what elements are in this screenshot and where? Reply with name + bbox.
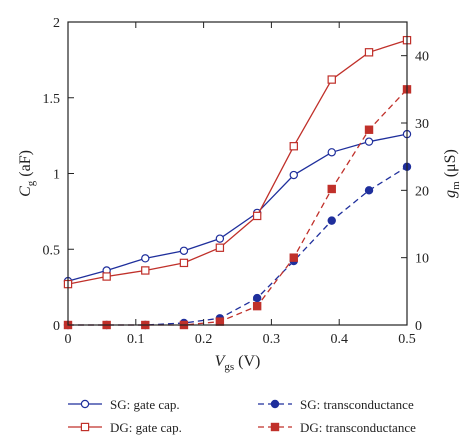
x-tick-label: 0.2 <box>195 332 213 347</box>
data-point <box>327 184 336 194</box>
data-point <box>364 137 374 146</box>
legend-label: DG: gate cap. <box>110 420 182 435</box>
data-point <box>327 75 336 84</box>
x-tick-label: 0.4 <box>330 332 348 347</box>
series-2 <box>63 162 412 330</box>
data-point <box>289 142 298 151</box>
plot-area <box>63 35 412 330</box>
series-line <box>68 88 408 326</box>
y-left-tick-label: 0.5 <box>43 243 61 258</box>
legend-item: DG: gate cap. <box>68 420 182 435</box>
data-point <box>364 48 374 57</box>
data-point <box>179 258 189 268</box>
y-left-tick-label: 1 <box>53 168 60 183</box>
data-point <box>327 216 336 225</box>
data-point <box>215 243 225 252</box>
data-point <box>141 254 150 263</box>
series-line <box>67 133 408 282</box>
y-left-tick-label: 1.5 <box>43 92 61 107</box>
series-3 <box>63 85 412 330</box>
data-point <box>141 266 150 275</box>
x-axis-title: Vgs (V) <box>215 353 261 373</box>
y-right-tick-label: 10 <box>415 252 429 267</box>
data-point <box>364 125 374 134</box>
legend-item: SG: gate cap. <box>68 397 180 412</box>
y-right-tick-label: 20 <box>415 184 429 199</box>
data-point <box>289 253 298 262</box>
legend-marker <box>80 422 90 432</box>
legend-label: SG: gate cap. <box>110 397 180 412</box>
y-right-tick-label: 40 <box>415 50 429 65</box>
plot-frame <box>67 21 408 326</box>
data-point <box>252 301 262 311</box>
y-left-axis-title: Cg (aF) <box>17 150 37 197</box>
data-point <box>215 234 225 243</box>
legend-label: SG: transconductance <box>300 397 414 412</box>
y-left-tick-label: 0 <box>53 319 60 334</box>
legend-item: DG: transconductance <box>258 420 416 435</box>
legend-item: SG: transconductance <box>258 397 414 412</box>
series-line <box>67 39 408 285</box>
series-0 <box>63 129 412 286</box>
data-point <box>252 293 262 303</box>
legend-marker <box>270 399 280 409</box>
x-tick-label: 0 <box>65 332 72 347</box>
data-point <box>102 272 111 281</box>
data-point <box>252 211 262 221</box>
x-tick-label: 0.1 <box>127 332 145 347</box>
y-right-axis-title: gm (μS) <box>442 149 462 198</box>
y-left-tick-label: 2 <box>53 16 60 31</box>
x-tick-label: 0.5 <box>398 332 416 347</box>
legend-label: DG: transconductance <box>300 420 416 435</box>
y-right-tick-label: 30 <box>415 117 429 132</box>
series-1 <box>63 35 412 289</box>
data-point <box>215 317 225 326</box>
data-point <box>327 148 336 157</box>
x-tick-label: 0.3 <box>263 332 281 347</box>
legend-marker <box>270 422 280 432</box>
legend-marker <box>80 399 90 409</box>
y-right-tick-label: 0 <box>415 319 422 334</box>
data-point <box>289 170 298 180</box>
series-line <box>68 166 408 326</box>
data-point <box>364 186 374 195</box>
data-point <box>179 246 189 255</box>
legend: SG: gate cap. DG: gate cap. SG: transcondu… <box>68 397 416 435</box>
